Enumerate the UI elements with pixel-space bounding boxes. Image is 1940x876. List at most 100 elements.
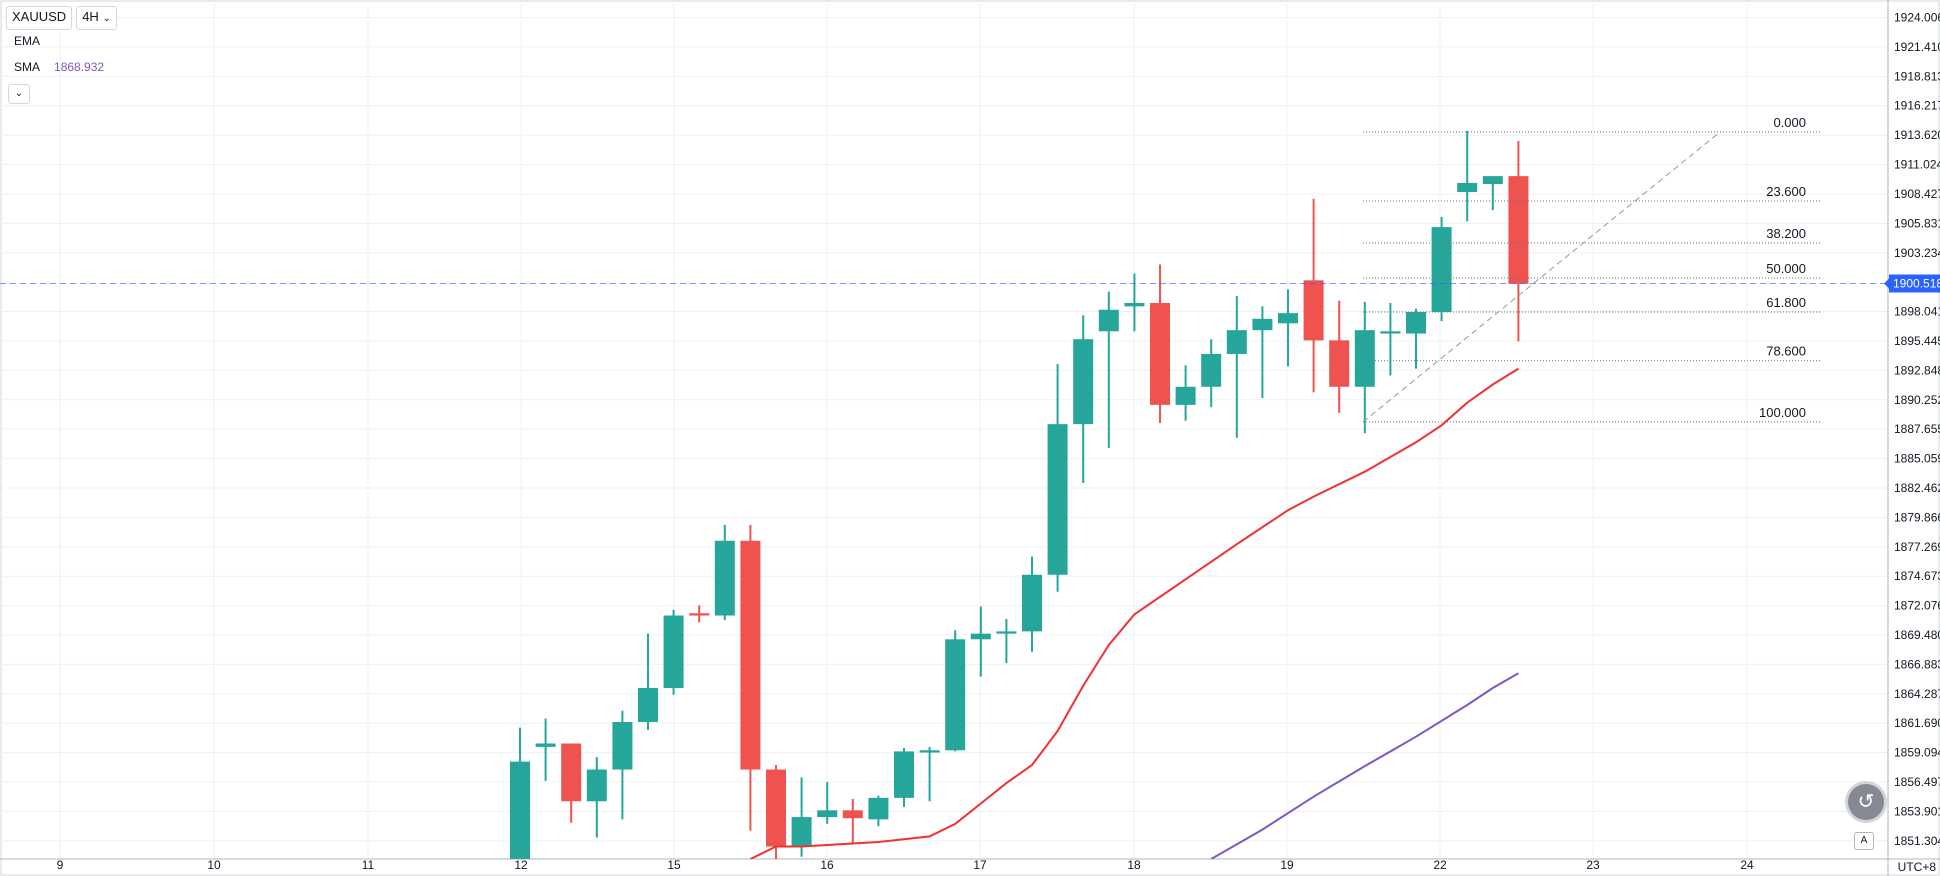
y-tick-label: 1885.059 [1894, 452, 1940, 466]
candle-bullish [535, 743, 556, 747]
x-tick-label: 9 [57, 858, 64, 872]
ema-line [749, 367, 1519, 859]
candle-bearish [1508, 176, 1529, 284]
fib-level-label: 23.600 [1766, 184, 1806, 199]
candle-bullish [1098, 309, 1119, 332]
current-price-arrow [1884, 278, 1889, 289]
autoscale-icon: A [1860, 835, 1868, 846]
x-tick-label: 19 [1280, 858, 1294, 872]
y-tick-label: 1853.901 [1894, 804, 1940, 818]
symbol-label: XAUUSD [12, 9, 67, 24]
candle-bearish [561, 743, 582, 802]
y-tick-label: 1864.287 [1894, 687, 1940, 701]
y-tick-label: 1913.620 [1894, 128, 1940, 142]
x-tick-label: 12 [514, 858, 528, 872]
y-tick-label: 1921.410 [1894, 40, 1940, 54]
candle-bullish [868, 797, 889, 820]
x-tick-label: 17 [973, 858, 987, 872]
fib-level-label: 61.800 [1766, 295, 1806, 310]
x-tick-label: 23 [1586, 858, 1600, 872]
fib-level-label: 78.600 [1766, 344, 1806, 359]
candle-bullish [919, 750, 940, 753]
candle-bullish [817, 810, 838, 818]
y-tick-label: 1916.217 [1894, 99, 1940, 113]
symbol-selector[interactable]: XAUUSD [6, 6, 73, 30]
candle-bullish [612, 721, 633, 770]
legend-sma[interactable]: SMA 1868.932 [14, 60, 104, 74]
chevron-down-icon: ⌄ [14, 88, 24, 99]
y-tick-label: 1924.006 [1894, 11, 1940, 25]
candle-bullish [1073, 339, 1094, 425]
candle-bullish [663, 615, 684, 688]
current-price-badge [1889, 274, 1940, 293]
y-tick-label: 1851.304 [1894, 834, 1940, 848]
fib-level-label: 50.000 [1766, 261, 1806, 276]
x-tick-label: 15 [667, 858, 681, 872]
x-tick-label: 11 [362, 858, 375, 872]
x-tick-label: 10 [207, 858, 221, 872]
candle-bearish [689, 613, 710, 616]
candle-bullish [1406, 312, 1426, 334]
candle-bullish [1022, 574, 1042, 632]
symbol-toolbar: XAUUSD 4H ⌄ [6, 6, 117, 30]
legend-collapse-button[interactable]: ⌄ [8, 84, 30, 104]
autoscale-button[interactable]: A [1854, 832, 1874, 850]
fib-trend-line [1362, 131, 1721, 423]
replay-button[interactable]: ↺ [1848, 784, 1884, 820]
candle-bullish [1124, 302, 1145, 307]
ema-label: EMA [14, 34, 41, 48]
fib-level-label: 100.000 [1759, 405, 1806, 420]
y-tick-label: 1879.866 [1894, 510, 1940, 524]
candle-bullish [1278, 313, 1298, 324]
y-tick-label: 1905.831 [1894, 216, 1940, 230]
candle-bullish [638, 688, 658, 722]
candle-bullish [1047, 424, 1068, 575]
candle-bullish [894, 751, 914, 798]
replay-icon: ↺ [1857, 791, 1875, 813]
x-tick-label: 16 [820, 858, 834, 872]
y-tick-label: 1903.234 [1894, 246, 1940, 260]
chevron-down-icon: ⌄ [102, 13, 111, 24]
candle-bullish [1482, 176, 1503, 185]
fib-level-label: 0.000 [1773, 115, 1806, 130]
candle-bullish [586, 769, 607, 802]
y-tick-label: 1918.813 [1894, 69, 1940, 83]
y-tick-label: 1869.480 [1894, 628, 1940, 642]
candle-bullish [714, 540, 735, 616]
candle-bullish [791, 817, 812, 847]
timezone-label[interactable]: UTC+8 [1897, 860, 1936, 874]
fib-level-label: 38.200 [1766, 226, 1806, 241]
y-tick-label: 1859.094 [1894, 746, 1940, 760]
candle-bullish [1201, 353, 1222, 387]
y-tick-label: 1908.427 [1894, 187, 1940, 201]
interval-selector[interactable]: 4H ⌄ [76, 6, 117, 30]
candle-bullish [1226, 330, 1247, 354]
candle-bullish [970, 633, 991, 640]
y-tick-label: 1861.690 [1894, 716, 1940, 730]
plot-area: 0.000 23.600 38.200 50.000 61.800 78.600 100.0… [510, 115, 1820, 859]
current-price-label: 1900.518 [1893, 277, 1940, 291]
y-tick-label: 1856.497 [1894, 775, 1940, 789]
candle-bearish [1150, 302, 1170, 405]
x-tick-label: 24 [1740, 858, 1754, 872]
candle-bearish [766, 769, 786, 847]
y-tick-label: 1895.445 [1894, 334, 1940, 348]
x-tick-label: 22 [1433, 858, 1447, 872]
y-tick-label: 1898.041 [1894, 305, 1940, 319]
candle-bearish [842, 810, 863, 819]
candle-bullish [1380, 331, 1401, 334]
y-tick-label: 1882.462 [1894, 481, 1940, 495]
y-tick-label: 1874.673 [1894, 569, 1940, 583]
sma-label: SMA [14, 60, 41, 74]
y-tick-label: 1887.655 [1894, 422, 1940, 436]
candle-bullish [1354, 330, 1375, 387]
candle-bullish [996, 631, 1017, 634]
y-tick-label: 1890.252 [1894, 393, 1940, 407]
y-tick-label: 1911.024 [1894, 158, 1940, 172]
candle-bearish [1303, 280, 1324, 341]
candle-bullish [1457, 182, 1478, 192]
legend-ema[interactable]: EMA [14, 34, 40, 48]
candle-bullish [1431, 227, 1452, 313]
